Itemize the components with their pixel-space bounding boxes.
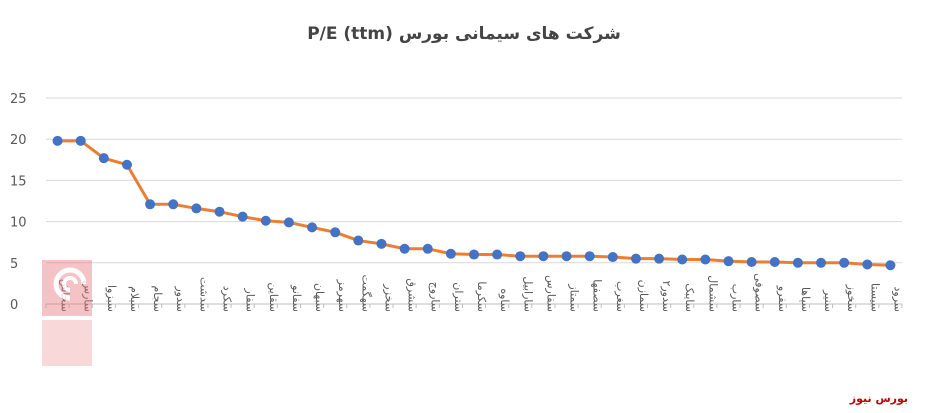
- data-point: [723, 256, 734, 267]
- x-tick-label: سغرب: [614, 281, 627, 312]
- data-point: [237, 211, 248, 222]
- x-tick-label: سمتاز: [568, 283, 581, 312]
- x-tick-label: سایبک: [683, 283, 696, 312]
- data-point: [561, 251, 572, 262]
- data-point: [515, 251, 526, 262]
- x-tick-label: سصفها: [591, 279, 604, 312]
- y-tick-label: 5: [10, 257, 18, 272]
- x-tick-label: سیستا: [868, 283, 881, 312]
- x-tick-label: سفرو: [776, 285, 789, 312]
- data-point: [677, 254, 688, 265]
- x-tick-label: سشمال: [706, 275, 719, 312]
- data-point: [168, 199, 179, 210]
- y-tick-label: 0: [10, 298, 18, 313]
- data-point: [422, 243, 433, 254]
- x-tick-label: سرود: [891, 287, 904, 313]
- x-tick-label: سصوفی: [753, 273, 766, 312]
- x-tick-label: سجام: [151, 286, 164, 312]
- x-tick-label: سخزر: [382, 283, 395, 312]
- x-tick-label: سپاها: [799, 287, 812, 312]
- data-point: [376, 238, 387, 249]
- data-point: [607, 252, 618, 263]
- data-point: [214, 206, 225, 217]
- data-point: [445, 248, 456, 259]
- x-tick-label: سدور۲: [660, 280, 673, 312]
- x-axis-ticks: سخاشسارسسبزواسیلامسجامسدورسدشتسکردسفارسق…: [45, 273, 904, 313]
- data-point: [584, 251, 595, 262]
- data-point: [191, 203, 202, 214]
- y-tick-label: 10: [10, 216, 27, 231]
- data-point: [469, 249, 479, 260]
- x-tick-label: سارابیل: [521, 276, 534, 312]
- x-tick-label: سکرد: [221, 286, 234, 312]
- series-markers: [52, 135, 896, 271]
- x-tick-label: سمازن: [637, 280, 650, 312]
- x-tick-label: سبهان: [313, 283, 326, 312]
- data-point: [700, 254, 711, 265]
- data-point: [145, 199, 156, 210]
- data-point: [746, 256, 757, 267]
- x-tick-label: سقاین: [267, 282, 280, 312]
- data-point: [816, 257, 827, 268]
- data-point: [260, 215, 271, 226]
- data-point: [885, 260, 896, 271]
- x-tick-label: سخوز: [845, 284, 858, 312]
- x-tick-label: سکرما: [475, 281, 488, 312]
- x-tick-label: سدور: [174, 285, 187, 312]
- data-point: [75, 135, 86, 146]
- data-point: [307, 222, 318, 233]
- data-point: [283, 217, 294, 228]
- x-tick-label: ستران: [452, 282, 465, 312]
- y-tick-label: 15: [10, 174, 27, 189]
- x-tick-label: سیلام: [128, 286, 141, 312]
- data-point: [839, 257, 850, 268]
- data-point: [98, 153, 109, 164]
- data-point: [654, 253, 665, 264]
- data-point: [792, 257, 803, 268]
- x-tick-label: سنیر: [822, 289, 835, 312]
- y-axis-ticks: 0 5 10 15 20 25: [10, 92, 27, 313]
- series-line: [57, 139, 891, 267]
- data-point: [862, 259, 873, 270]
- data-point: [538, 251, 549, 262]
- source-label: بورس نیوز: [849, 392, 908, 405]
- x-tick-label: سفارس: [544, 275, 557, 312]
- x-tick-label: سارب: [729, 284, 742, 312]
- x-tick-label: سبزوا: [105, 285, 118, 312]
- data-point: [769, 256, 780, 267]
- data-point: [330, 227, 341, 238]
- data-point: [399, 243, 410, 254]
- x-tick-label: سفانو: [290, 284, 303, 312]
- data-point: [492, 249, 503, 260]
- x-tick-label: سهگمت: [359, 274, 372, 312]
- x-tick-label: ساوه: [498, 288, 511, 312]
- data-point: [630, 253, 641, 264]
- x-tick-label: سهرمز: [336, 279, 349, 312]
- data-point: [353, 235, 364, 246]
- series-line-path: [57, 139, 891, 267]
- x-tick-label: ساروج: [429, 282, 442, 312]
- chart-title: P/E (ttm) شرکت های سیمانی بورس: [307, 24, 621, 44]
- x-tick-label: سشرق: [406, 278, 419, 312]
- boursenews-logo-icon: [42, 260, 92, 366]
- x-tick-label: سفار: [244, 288, 257, 312]
- x-tick-label: سدشت: [197, 277, 210, 312]
- data-point: [52, 135, 63, 146]
- data-point: [121, 159, 132, 170]
- y-tick-label: 20: [10, 133, 27, 148]
- x-tick-label: سارس: [82, 281, 95, 312]
- y-tick-label: 25: [10, 92, 27, 107]
